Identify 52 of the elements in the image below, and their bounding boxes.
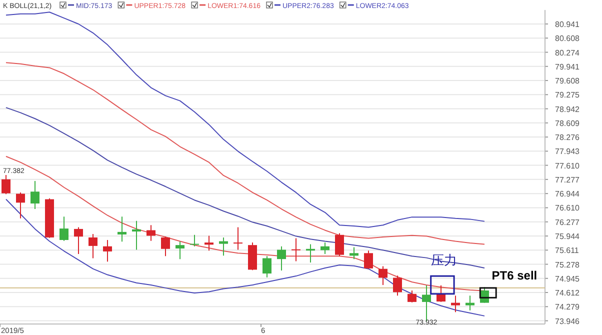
y-tick-label: 78.609 (555, 118, 580, 128)
y-tick-label: 80.274 (555, 48, 580, 58)
candlestick (350, 246, 358, 260)
candlestick (364, 250, 373, 270)
candlestick (277, 246, 286, 272)
candlestick (190, 234, 199, 247)
y-tick-label: 80.608 (555, 34, 580, 44)
candlestick (262, 256, 272, 278)
y-tick-label: 78.276 (555, 133, 580, 142)
y-tick-label: 78.942 (555, 104, 580, 114)
candlestick (393, 275, 402, 296)
candlestick (146, 224, 156, 242)
y-tick-label: 73.946 (555, 316, 580, 326)
y-tick-label: 76.944 (555, 190, 580, 199)
candlestick (219, 236, 228, 256)
candlestick (16, 192, 25, 219)
candlestick (176, 241, 184, 260)
candlestick (408, 290, 416, 303)
y-tick-label: 79.275 (555, 90, 580, 100)
candlestick (204, 235, 214, 252)
candlestick (103, 239, 112, 262)
y-tick-label: 80.941 (555, 20, 580, 29)
y-tick-label: 79.941 (555, 62, 580, 72)
y-tick-label: 75.278 (555, 260, 580, 270)
y-tick-label: 74.612 (555, 288, 580, 298)
candlestick (292, 238, 300, 262)
candlestick (132, 220, 141, 250)
candlestick (60, 216, 68, 242)
y-tick-label: 76.277 (555, 218, 580, 227)
candlestick (320, 242, 330, 254)
candlestick (335, 232, 344, 257)
y-tick-label: 79.608 (555, 76, 580, 86)
y-tick-label: 75.944 (555, 232, 580, 241)
candlestick (436, 284, 446, 302)
y-tick-label: 77.277 (555, 175, 580, 184)
y-tick-label: 74.279 (555, 302, 580, 312)
candlestick (30, 180, 40, 210)
candlestick (88, 234, 98, 259)
candlestick (74, 226, 83, 254)
y-tick-label: 77.943 (555, 147, 580, 156)
candlestick (118, 216, 126, 242)
candlestick (466, 295, 474, 311)
y-tick-label: 74.945 (555, 274, 580, 284)
candlestick (161, 236, 170, 257)
candlestick (378, 266, 388, 286)
candlestick (234, 226, 242, 250)
annotation: PT6 sell (492, 268, 538, 282)
y-tick-label: 75.611 (555, 246, 580, 256)
y-tick-label: 77.610 (555, 161, 580, 170)
candlestick (2, 174, 10, 195)
candlestick (451, 295, 460, 313)
y-tick-label: 76.610 (555, 204, 580, 213)
